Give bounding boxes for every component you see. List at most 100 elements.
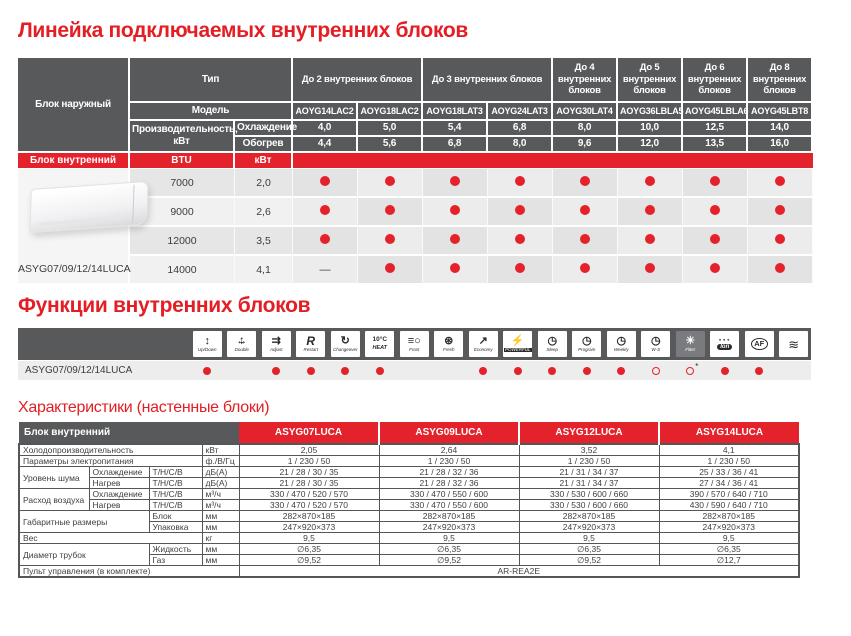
- cooling-kw: 5,0: [358, 121, 424, 137]
- program-timer-icon: ◷ Program: [572, 331, 602, 357]
- spec-label: Диаметр трубок: [18, 543, 150, 566]
- compat-cell: [553, 227, 619, 256]
- compat-dot: [645, 176, 656, 186]
- spec-label: Параметры электропитания: [18, 455, 203, 467]
- sleep-timer-icon-glyph: ◷: [547, 334, 558, 347]
- function-support-dot: [272, 366, 281, 375]
- compat-dot: [645, 263, 656, 273]
- compat-dot: [710, 263, 721, 273]
- spec-unit: мм: [201, 510, 240, 522]
- compat-dot: [450, 205, 461, 215]
- economy-icon-glyph: ↗: [478, 334, 488, 347]
- filter-sign-icon: ☀ Filter: [675, 331, 705, 357]
- low-noise-icon-cell: ≋: [776, 328, 811, 360]
- compat-dot: [775, 263, 786, 273]
- compat-dot: [710, 234, 721, 244]
- spec-value: 21 / 28 / 32 / 36: [378, 466, 520, 478]
- spec-sublabel: Блок: [148, 510, 203, 522]
- compat-cell: [748, 256, 814, 285]
- compat-cell: [423, 198, 489, 227]
- fresh-fan-icon-glyph: ⊛: [444, 334, 454, 347]
- heating-kw: 16,0: [748, 137, 814, 153]
- spec-value: AR-REA2E: [238, 565, 800, 578]
- weekly-timer-icon-glyph: ◷: [616, 334, 627, 347]
- spec-unit: кВт: [201, 443, 240, 456]
- sleep-timer-icon-cell: ◷ Sleep: [535, 328, 570, 360]
- model-header: Модель: [130, 103, 294, 121]
- heating-header: Обогрев: [235, 137, 294, 153]
- compat-dot: [385, 263, 396, 273]
- spec-value: 4,1: [658, 443, 800, 456]
- spec-value: 9,5: [658, 532, 800, 544]
- model-name: AOYG45LBLA6: [683, 103, 749, 121]
- btu-value: 14000: [130, 256, 235, 285]
- outdoor-unit-header: Блок наружный: [18, 58, 130, 153]
- sleep-timer-icon-label: Sleep: [546, 346, 558, 352]
- compat-dot: [580, 263, 591, 273]
- compat-cell: [423, 256, 489, 285]
- function-support-cell: [500, 361, 535, 380]
- af-filter-icon-cell: AF: [742, 328, 777, 360]
- spec-sublabel: Нагрев: [88, 499, 150, 511]
- spec-value: 1 / 230 / 50: [658, 455, 800, 467]
- ion-icon: ∘∘∘ Ion: [710, 331, 740, 357]
- frost-icon-cell: ≡○ Frost: [397, 328, 432, 360]
- cooling-kw: 14,0: [748, 121, 814, 137]
- double-swing-icon-cell: ↔ ↕ Double: [224, 328, 259, 360]
- function-support-dot: [513, 366, 522, 375]
- spec-mode: Т/Н/С/В: [148, 488, 203, 500]
- changeover-icon-glyph: ↻: [340, 334, 350, 347]
- spec-value: 21 / 31 / 34 / 37: [518, 477, 660, 489]
- indoor-unit-photo: [29, 180, 149, 234]
- compat-dot: [515, 263, 526, 273]
- spec-unit: мм: [201, 554, 240, 566]
- spec-value: 282×870×185: [658, 510, 800, 522]
- up-down-swing-icon-glyph: ↕: [204, 334, 211, 347]
- function-support-cell: [604, 361, 639, 380]
- spec-value: 21 / 28 / 30 / 35: [238, 477, 380, 489]
- low-noise-icon-glyph: ≋: [788, 336, 800, 352]
- airflow-adjust-icon-label: Adjust: [269, 346, 283, 352]
- spec-value: 247×920×373: [238, 521, 380, 533]
- function-support-cell: [776, 361, 811, 380]
- frost-icon: ≡○ Frost: [399, 331, 429, 357]
- heating-kw: 8,0: [488, 137, 554, 153]
- compat-dot: [515, 234, 526, 244]
- filter-sign-icon-label: Filter: [685, 346, 696, 352]
- function-support-cell: [293, 361, 328, 380]
- spec-unit: ф./В/Гц: [201, 455, 240, 467]
- function-support-cell: [328, 361, 363, 380]
- indoor-unit-photo-cell: ASYG07/09/12/14LUCA: [18, 169, 149, 285]
- ws-timer-icon-glyph: ◷: [650, 334, 661, 347]
- heating-kw: 5,6: [358, 137, 424, 153]
- capacity-header: Производительность, кВт: [130, 121, 238, 153]
- spec-value: 330 / 470 / 520 / 570: [238, 488, 380, 500]
- airflow-adjust-icon-glyph: ⇉: [271, 334, 281, 347]
- function-support-cell: [569, 361, 604, 380]
- spec-value: 1 / 230 / 50: [378, 455, 520, 467]
- model-name: AOYG45LBT8: [748, 103, 814, 121]
- group-header-6units: До 6 внутренних блоков: [683, 58, 749, 103]
- spec-unit: м³/ч: [201, 499, 240, 511]
- changeover-icon-label: Changeover: [332, 346, 358, 352]
- double-swing-icon-label: Double: [234, 346, 249, 352]
- cooling-kw: 8,0: [553, 121, 619, 137]
- up-down-swing-icon: ↕ Up/Down: [192, 331, 222, 357]
- spec-value: ∅12,7: [658, 554, 800, 566]
- group-header-2units: До 2 внутренних блоков: [293, 58, 424, 103]
- specs-model-header: ASYG09LUCA: [379, 422, 520, 444]
- compat-dot: [385, 176, 396, 186]
- function-support-cell: [707, 361, 742, 380]
- compat-cell: [293, 169, 359, 198]
- filter-sign-icon-glyph: ☀: [685, 334, 696, 347]
- compat-dot: [645, 234, 656, 244]
- specs-section-title: Характеристики (настенные блоки): [18, 399, 270, 416]
- kw-value: 2,6: [235, 198, 294, 227]
- group-header-3units: До 3 внутренних блоков: [423, 58, 554, 103]
- compat-cell: —: [293, 256, 359, 285]
- function-support-cell: [224, 361, 259, 380]
- cooling-kw: 10,0: [618, 121, 684, 137]
- spec-label: Уровень шума: [18, 466, 90, 489]
- spec-value: 430 / 590 / 640 / 710: [658, 499, 800, 511]
